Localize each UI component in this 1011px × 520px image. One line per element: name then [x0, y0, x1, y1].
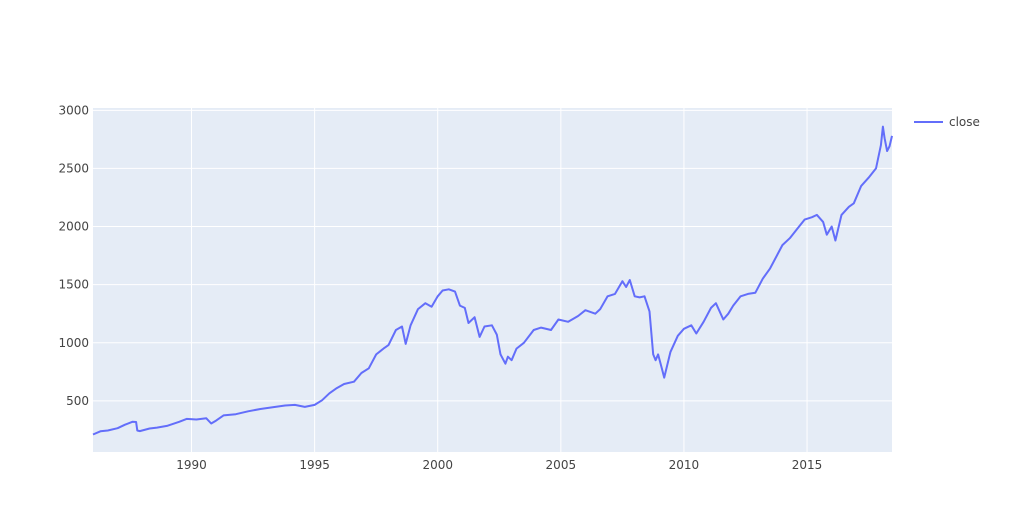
x-axis-ticks: 1990 1995 2000 2005 2010 2015	[176, 458, 822, 472]
y-tick-label: 2500	[58, 161, 89, 175]
plot-background	[93, 108, 892, 452]
x-tick-label: 1990	[176, 458, 207, 472]
y-tick-label: 500	[66, 394, 89, 408]
x-tick-label: 1995	[299, 458, 330, 472]
x-tick-label: 2000	[422, 458, 453, 472]
legend-label-close: close	[949, 115, 980, 129]
legend[interactable]: close	[914, 115, 980, 129]
x-tick-label: 2010	[669, 458, 700, 472]
y-tick-label: 1000	[58, 336, 89, 350]
series-line-close	[92, 125, 893, 436]
y-axis-ticks: 500 1000 1500 2000 2500 3000	[58, 103, 89, 408]
grid-lines	[93, 108, 892, 452]
y-tick-label: 2000	[58, 220, 89, 234]
x-tick-label: 2005	[546, 458, 577, 472]
series-layer	[92, 125, 893, 436]
x-tick-label: 2015	[792, 458, 823, 472]
y-tick-label: 1500	[58, 278, 89, 292]
y-tick-label: 3000	[58, 103, 89, 117]
